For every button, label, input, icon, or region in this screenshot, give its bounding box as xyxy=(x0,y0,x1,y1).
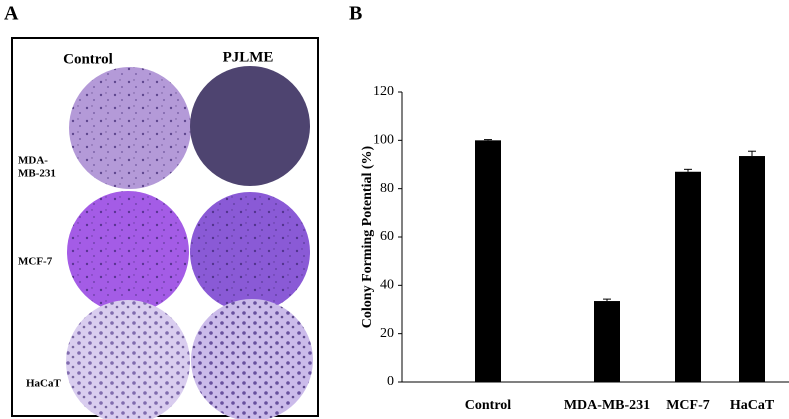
bar xyxy=(675,171,701,382)
y-tick-label: 40 xyxy=(380,278,394,293)
x-tick-label: MCF-7 xyxy=(666,398,710,413)
plate-colonies xyxy=(67,191,189,313)
plate xyxy=(190,66,310,186)
plate-colonies xyxy=(66,300,190,419)
column-header: PJLME xyxy=(223,49,274,65)
panel-label: B xyxy=(349,3,362,25)
y-tick-label: 20 xyxy=(380,326,394,341)
column-header: Control xyxy=(63,51,113,67)
plate-colonies xyxy=(69,67,191,189)
y-tick-label: 80 xyxy=(380,181,394,196)
y-axis-label: Colony Forming Potential (%) xyxy=(360,145,375,328)
plate-colonies xyxy=(190,192,310,312)
bar xyxy=(475,140,501,382)
y-tick-label: 100 xyxy=(373,133,394,148)
plates xyxy=(66,66,313,419)
bar xyxy=(739,156,765,382)
row-label: MCF-7 xyxy=(18,256,53,268)
x-tick-label: HaCaT xyxy=(730,398,775,413)
panel-label: A xyxy=(4,3,19,25)
x-tick-label: Control xyxy=(465,398,512,413)
row-label: MB-231 xyxy=(18,168,56,180)
panel-a-frame xyxy=(11,37,319,417)
row-label: HaCaT xyxy=(26,378,62,390)
y-tick-label: 0 xyxy=(387,374,394,389)
row-label: MDA- xyxy=(18,155,48,167)
bar xyxy=(594,301,620,382)
x-tick-label: MDA-MB-231 xyxy=(564,398,650,413)
plate-colonies xyxy=(191,299,313,419)
y-tick-label: 120 xyxy=(373,84,394,99)
y-tick-label: 60 xyxy=(380,229,394,244)
